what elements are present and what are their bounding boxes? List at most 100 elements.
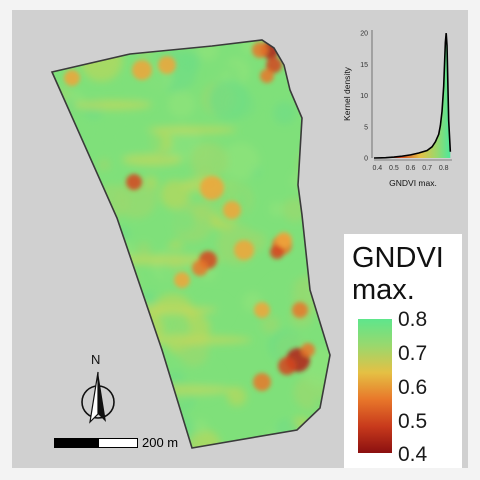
texture-patch	[142, 132, 163, 153]
texture-patch	[282, 197, 308, 222]
texture-streak	[107, 385, 237, 395]
texture-patch	[76, 118, 104, 145]
texture-patch	[167, 90, 196, 118]
legend-colorbar	[358, 319, 392, 453]
hotspot	[200, 176, 224, 200]
texture-patch	[99, 256, 132, 288]
texture-patch	[121, 396, 154, 428]
hotspot	[223, 201, 241, 219]
scale-bar-black-segment	[54, 438, 98, 448]
map-frame: 0 5 10 15 20 0.4 0.5 0.6 0.7 0.8 GNDVI max. Kernel …	[12, 10, 468, 468]
texture-patch	[290, 171, 311, 192]
texture-patch	[269, 201, 285, 217]
hotspot	[292, 302, 308, 318]
inset-y-tick-20: 20	[360, 31, 368, 38]
texture-patch	[272, 101, 296, 125]
legend: GNDVI max. 0.8 0.7 0.6 0.5 0.4	[344, 234, 462, 468]
texture-patch	[104, 238, 136, 270]
hotspot	[301, 343, 315, 357]
hotspot	[192, 260, 208, 276]
texture-patch	[139, 400, 176, 437]
inset-x-tick-0.5: 0.5	[389, 165, 399, 172]
texture-patch	[54, 172, 78, 196]
scale-bar-white-segment	[98, 438, 138, 448]
texture-patch	[52, 226, 66, 254]
texture-patch	[52, 192, 83, 226]
texture-patch	[221, 142, 260, 181]
texture-patch	[313, 396, 330, 416]
texture-patch	[192, 419, 208, 435]
inset-x-tick-0.7: 0.7	[422, 165, 432, 172]
inset-y-tick-15: 15	[360, 62, 368, 69]
legend-title-line1: GNDVI	[352, 242, 444, 274]
hotspot	[132, 60, 152, 80]
texture-patch	[301, 346, 330, 389]
inset-y-tick-5: 5	[364, 124, 368, 131]
legend-tick-0.7: 0.7	[398, 342, 428, 365]
kernel-density-inset: 0 5 10 15 20 0.4 0.5 0.6 0.7 0.8 GNDVI max. Kernel …	[328, 18, 464, 198]
scale-bar: 200 m	[54, 434, 184, 454]
inset-x-tick-0.8: 0.8	[439, 165, 449, 172]
texture-streak	[67, 305, 217, 315]
hotspot	[276, 232, 292, 248]
inset-y-label: Kernel density	[342, 66, 352, 121]
hotspot	[126, 174, 142, 190]
texture-patch	[60, 176, 80, 196]
legend-tick-0.5: 0.5	[398, 410, 428, 433]
legend-title-line2: max.	[352, 274, 415, 306]
legend-tick-0.8: 0.8	[398, 308, 428, 331]
hotspot	[270, 245, 284, 259]
hotspot	[64, 70, 80, 86]
texture-patch	[160, 180, 190, 210]
legend-tick-0.6: 0.6	[398, 376, 428, 399]
texture-patch	[261, 314, 280, 334]
hotspot	[254, 302, 270, 318]
texture-patch	[69, 230, 95, 257]
hotspot	[260, 69, 274, 83]
hotspot	[234, 240, 254, 260]
texture-patch	[264, 87, 282, 105]
north-arrow: N	[76, 352, 120, 432]
texture-streak	[122, 154, 182, 166]
inset-y-tick-0: 0	[364, 156, 368, 163]
texture-patch	[202, 297, 231, 325]
texture-patch	[190, 142, 229, 181]
inset-x-tick-0.4: 0.4	[372, 165, 382, 172]
inset-x-label: GNDVI max.	[389, 178, 437, 188]
texture-patch	[265, 277, 295, 307]
texture-patch	[93, 299, 114, 320]
texture-streak	[112, 335, 252, 345]
texture-patch	[52, 253, 78, 289]
texture-patch	[62, 207, 100, 245]
texture-patch	[52, 132, 64, 149]
texture-patch	[306, 40, 330, 52]
hotspot	[174, 272, 190, 288]
texture-patch	[79, 40, 119, 61]
hotspot	[252, 42, 268, 58]
texture-patch	[108, 119, 144, 155]
hotspot	[278, 357, 296, 375]
texture-patch	[115, 177, 157, 219]
texture-patch	[309, 278, 330, 302]
texture-patch	[126, 361, 153, 389]
texture-patch	[137, 44, 152, 59]
texture-streak	[72, 100, 152, 110]
hotspot	[158, 56, 176, 74]
texture-patch	[96, 245, 120, 268]
hotspot	[253, 373, 271, 391]
density-line	[373, 33, 452, 159]
texture-patch	[53, 177, 80, 205]
texture-patch	[171, 208, 196, 233]
texture-patch	[97, 158, 111, 172]
texture-streak	[147, 126, 237, 134]
legend-title: GNDVI max.	[352, 242, 462, 306]
texture-patch	[71, 40, 108, 64]
north-arrow-icon	[81, 371, 115, 424]
texture-patch	[208, 79, 250, 121]
hotspot	[266, 57, 282, 73]
texture-patch	[75, 166, 92, 183]
field-outline	[50, 39, 331, 449]
texture-patch	[64, 200, 108, 244]
density-area	[374, 33, 451, 159]
inset-y-tick-10: 10	[360, 93, 368, 100]
